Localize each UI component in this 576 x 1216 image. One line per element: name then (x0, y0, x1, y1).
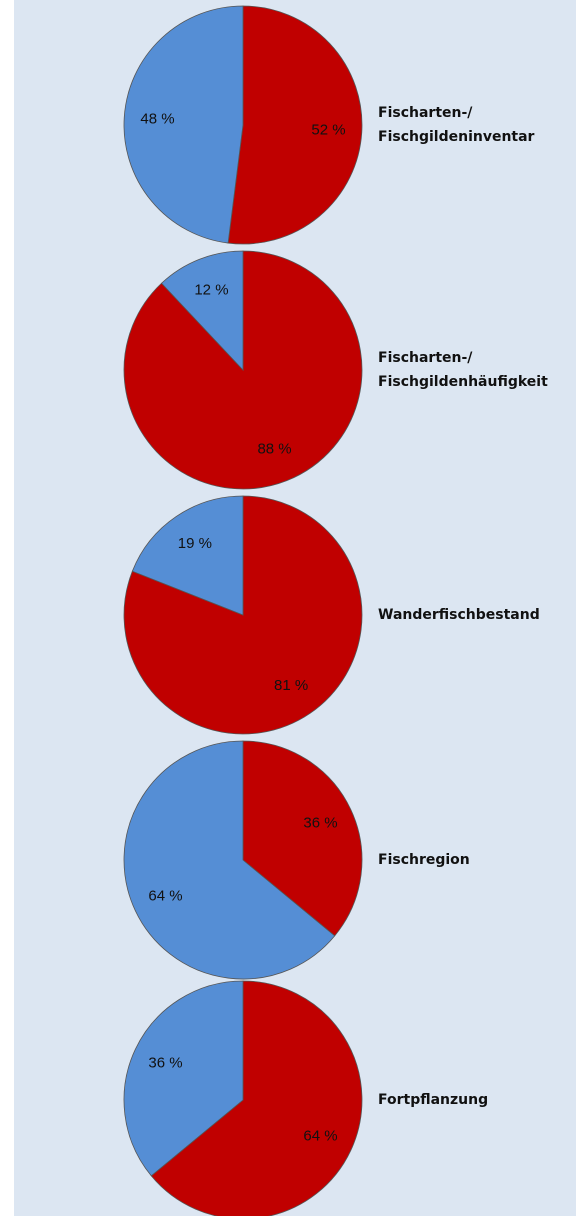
slice-label: 52 % (311, 121, 345, 138)
chart-title: Fortpflanzung (378, 1092, 488, 1108)
slice-label: 19 % (178, 535, 212, 552)
pie-slice (150, 980, 363, 1216)
slice-label: 64 % (303, 1127, 337, 1144)
pie-slice (123, 740, 336, 980)
chart-title: Wanderfischbestand (378, 607, 540, 623)
pie-slice (123, 980, 244, 1177)
pie-slice (131, 495, 244, 616)
slice-label: 48 % (140, 111, 174, 128)
chart-title: Fischgildenhäufigkeit (378, 374, 548, 390)
chart-title: Fischarten-/ (378, 105, 473, 121)
chart-title: Fischgildeninventar (378, 129, 535, 145)
pie-slice (123, 495, 363, 735)
slice-label: 64 % (148, 887, 182, 904)
slice-label: 12 % (194, 281, 228, 298)
pie-slice (123, 250, 363, 490)
slice-label: 81 % (274, 677, 308, 694)
pie-slice (160, 250, 244, 372)
pie-slice (242, 740, 363, 937)
slice-label: 36 % (303, 814, 337, 831)
chart-title: Fischregion (378, 852, 470, 868)
slice-label: 36 % (148, 1054, 182, 1071)
pie-slice (123, 5, 244, 244)
chart-title: Fischarten-/ (378, 350, 473, 366)
pie-slice (227, 5, 363, 245)
slice-label: 88 % (257, 441, 291, 458)
